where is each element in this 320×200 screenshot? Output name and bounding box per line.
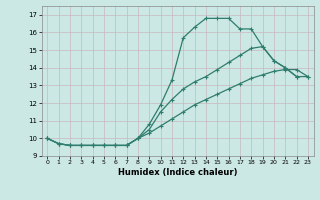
X-axis label: Humidex (Indice chaleur): Humidex (Indice chaleur) xyxy=(118,168,237,177)
